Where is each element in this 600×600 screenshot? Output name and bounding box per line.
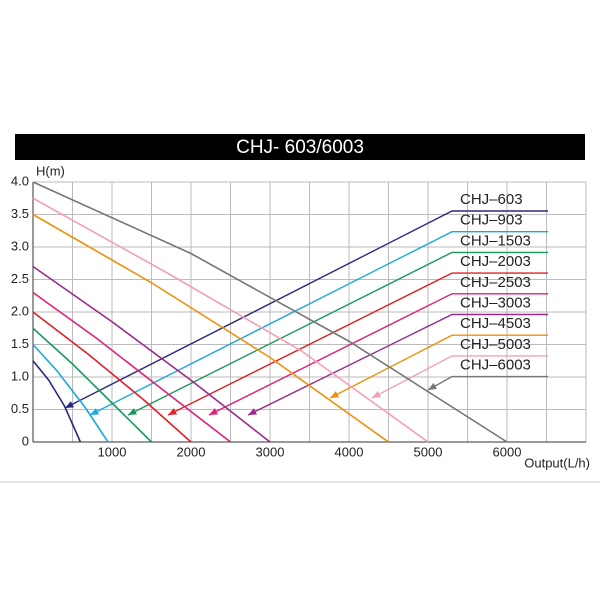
legend-label: CHJ–4503 xyxy=(460,315,531,332)
legend-leader xyxy=(208,293,548,416)
legend-label: CHJ–2003 xyxy=(460,253,531,270)
pump-curve xyxy=(32,181,508,443)
legend-label: CHJ–3003 xyxy=(460,294,531,311)
y-tick-label: 3.5 xyxy=(11,206,29,221)
legend-arrow xyxy=(372,391,381,398)
pump-curve xyxy=(32,327,153,443)
title-bar xyxy=(15,134,585,160)
chart-title: CHJ- 603/6003 xyxy=(236,137,364,158)
legend-leader xyxy=(329,334,548,399)
y-tick-label: 4.0 xyxy=(11,173,29,188)
x-tick-label: 2000 xyxy=(177,444,206,459)
legend-arrow xyxy=(248,408,257,415)
y-tick-label: 1.5 xyxy=(11,336,29,351)
legend-leader xyxy=(427,375,548,391)
legend-arrow xyxy=(330,391,339,398)
y-tick-label: 0.5 xyxy=(11,401,29,416)
x-tick-label: 3000 xyxy=(256,444,285,459)
legend-leader xyxy=(89,231,548,416)
pump-curve xyxy=(32,311,192,443)
y-axis-label: H(m) xyxy=(36,163,65,178)
y-tick-label: 0 xyxy=(22,433,29,448)
y-tick-label: 2.5 xyxy=(11,271,29,286)
legend-leader xyxy=(127,251,548,416)
x-tick-label: 6000 xyxy=(493,444,522,459)
pump-curve xyxy=(32,291,231,443)
legend-leader xyxy=(371,355,548,399)
pump-curve xyxy=(32,360,82,443)
legend-label: CHJ–2503 xyxy=(460,274,531,291)
y-tick-label: 1.0 xyxy=(11,368,29,383)
legend-label: CHJ–5003 xyxy=(460,336,531,353)
pump-curve xyxy=(32,213,389,443)
pump-curve xyxy=(32,197,429,443)
pump-curve xyxy=(32,265,271,443)
legend-leader xyxy=(167,272,548,416)
x-tick-label: 1000 xyxy=(98,444,127,459)
x-axis-label: Output(L/h) xyxy=(524,455,590,470)
legend-arrow xyxy=(65,401,74,408)
legend-label: CHJ–6003 xyxy=(460,357,531,374)
x-tick-label: 5000 xyxy=(414,444,443,459)
legend-arrow xyxy=(90,408,99,415)
legend-label: CHJ–603 xyxy=(460,191,523,208)
y-tick-label: 3.0 xyxy=(11,238,29,253)
legend-leader xyxy=(64,210,548,409)
legend-arrow xyxy=(209,408,218,415)
legend-arrow xyxy=(168,408,177,415)
legend-label: CHJ–903 xyxy=(460,212,523,229)
legend-leader xyxy=(247,313,548,416)
y-tick-label: 2.0 xyxy=(11,303,29,318)
legend-arrow xyxy=(428,382,437,390)
legend-label: CHJ–1503 xyxy=(460,232,531,249)
legend-arrow xyxy=(128,408,137,415)
pump-curve xyxy=(32,343,109,443)
x-tick-label: 4000 xyxy=(335,444,364,459)
